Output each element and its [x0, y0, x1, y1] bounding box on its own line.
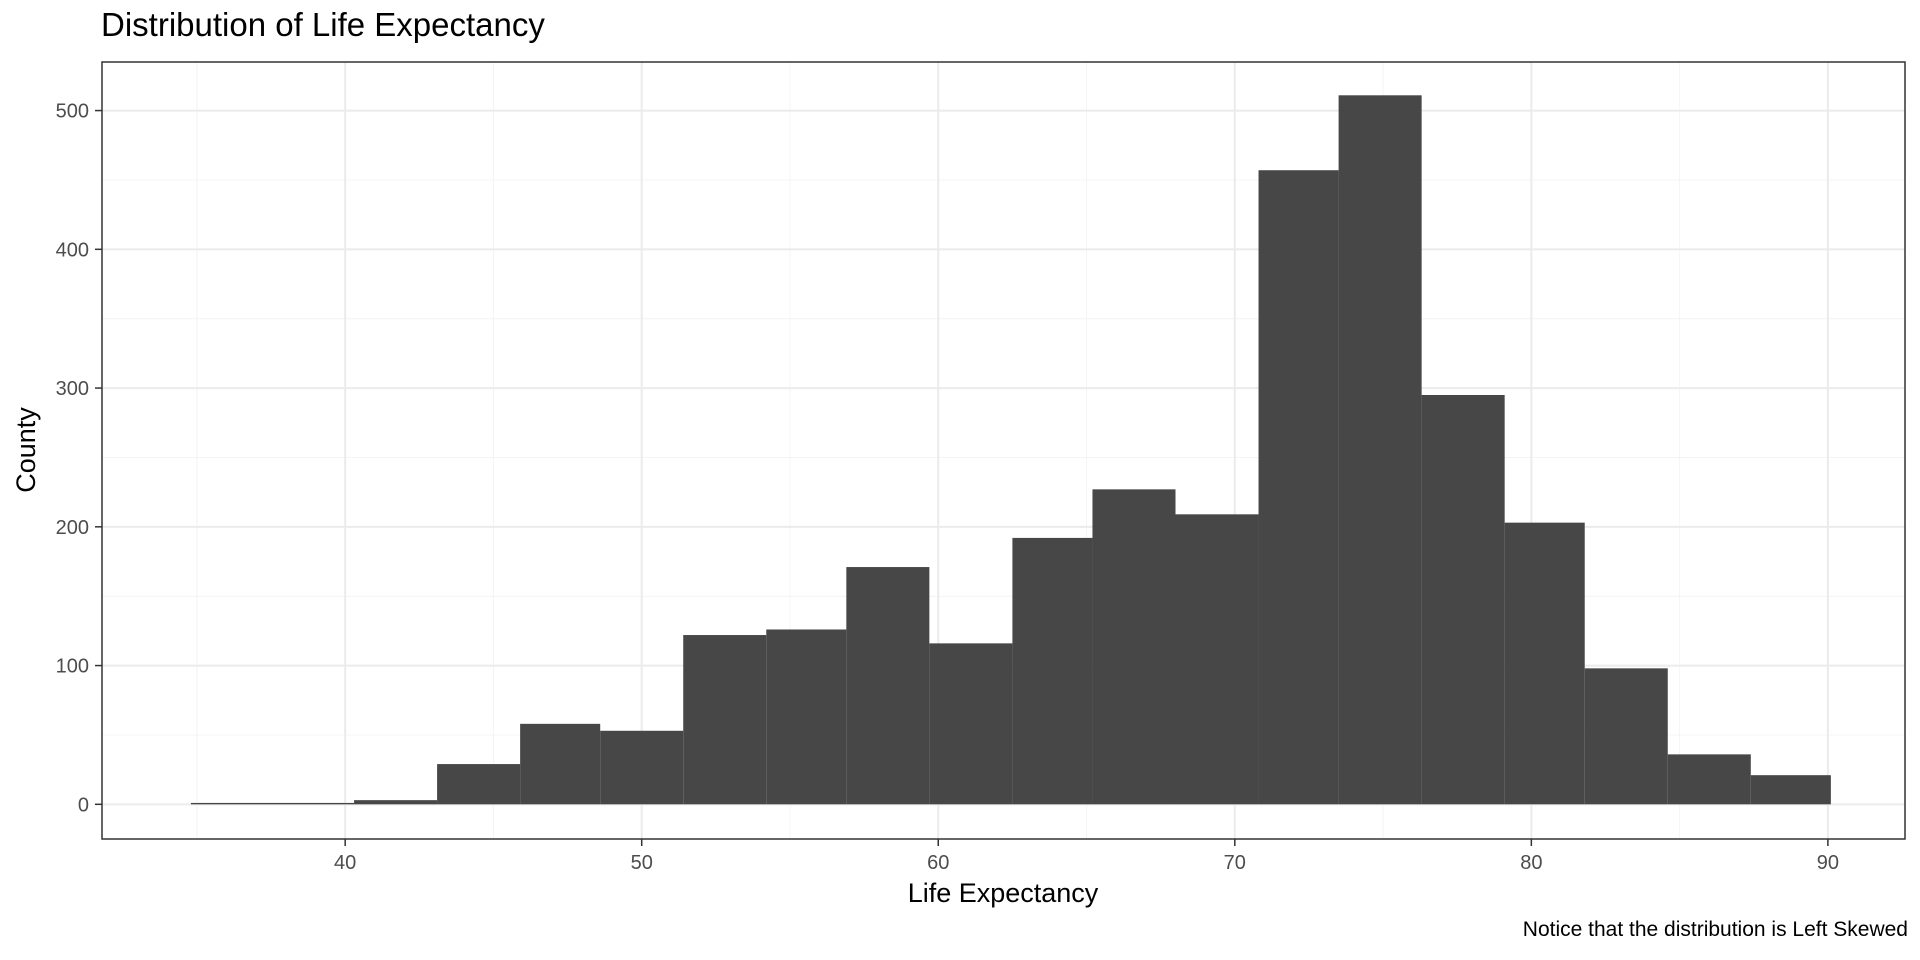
histogram-bar	[1584, 668, 1668, 805]
histogram-bar	[1338, 95, 1422, 805]
chart-caption: Notice that the distribution is Left Ske…	[1522, 918, 1908, 941]
histogram-bar	[520, 723, 601, 805]
x-tick-label: 50	[631, 852, 653, 874]
histogram-bar	[1258, 170, 1339, 805]
y-tick-label: 0	[78, 794, 89, 816]
histogram-bar	[1175, 514, 1259, 805]
histogram-bar	[1667, 754, 1751, 805]
histogram-bar	[354, 800, 438, 805]
histogram-bar	[683, 635, 767, 805]
histogram-bar	[846, 567, 930, 805]
panel-border	[101, 61, 1906, 840]
x-tick-label: 40	[334, 852, 356, 874]
histogram-bar	[1092, 489, 1176, 805]
y-tick-label: 200	[56, 517, 89, 539]
x-axis-title: Life Expectancy	[908, 878, 1099, 908]
y-axis-title: County	[11, 407, 41, 493]
y-axis: 0 100 200 300 400 500	[56, 101, 102, 816]
histogram-bar	[766, 629, 847, 805]
histogram-bars	[190, 95, 1831, 805]
y-tick-label: 100	[56, 656, 89, 678]
histogram-bar	[1421, 395, 1505, 805]
y-tick-label: 400	[56, 239, 89, 261]
y-tick-label: 300	[56, 378, 89, 400]
x-tick-label: 80	[1520, 852, 1542, 874]
histogram-bar	[929, 643, 1013, 805]
x-axis: 40 50 60 70 80 90	[334, 839, 1839, 874]
histogram-bar	[600, 730, 684, 805]
y-tick-label: 500	[56, 101, 89, 123]
histogram-bar	[437, 764, 521, 805]
x-tick-label: 90	[1817, 852, 1839, 874]
histogram-bar	[1012, 537, 1093, 805]
histogram-bar	[1750, 775, 1831, 805]
histogram-bar	[190, 802, 274, 805]
histogram-bar	[1504, 522, 1585, 805]
chart-title: Distribution of Life Expectancy	[101, 6, 545, 43]
x-tick-label: 60	[927, 852, 949, 874]
x-tick-label: 70	[1224, 852, 1246, 874]
histogram-bar	[273, 802, 355, 805]
